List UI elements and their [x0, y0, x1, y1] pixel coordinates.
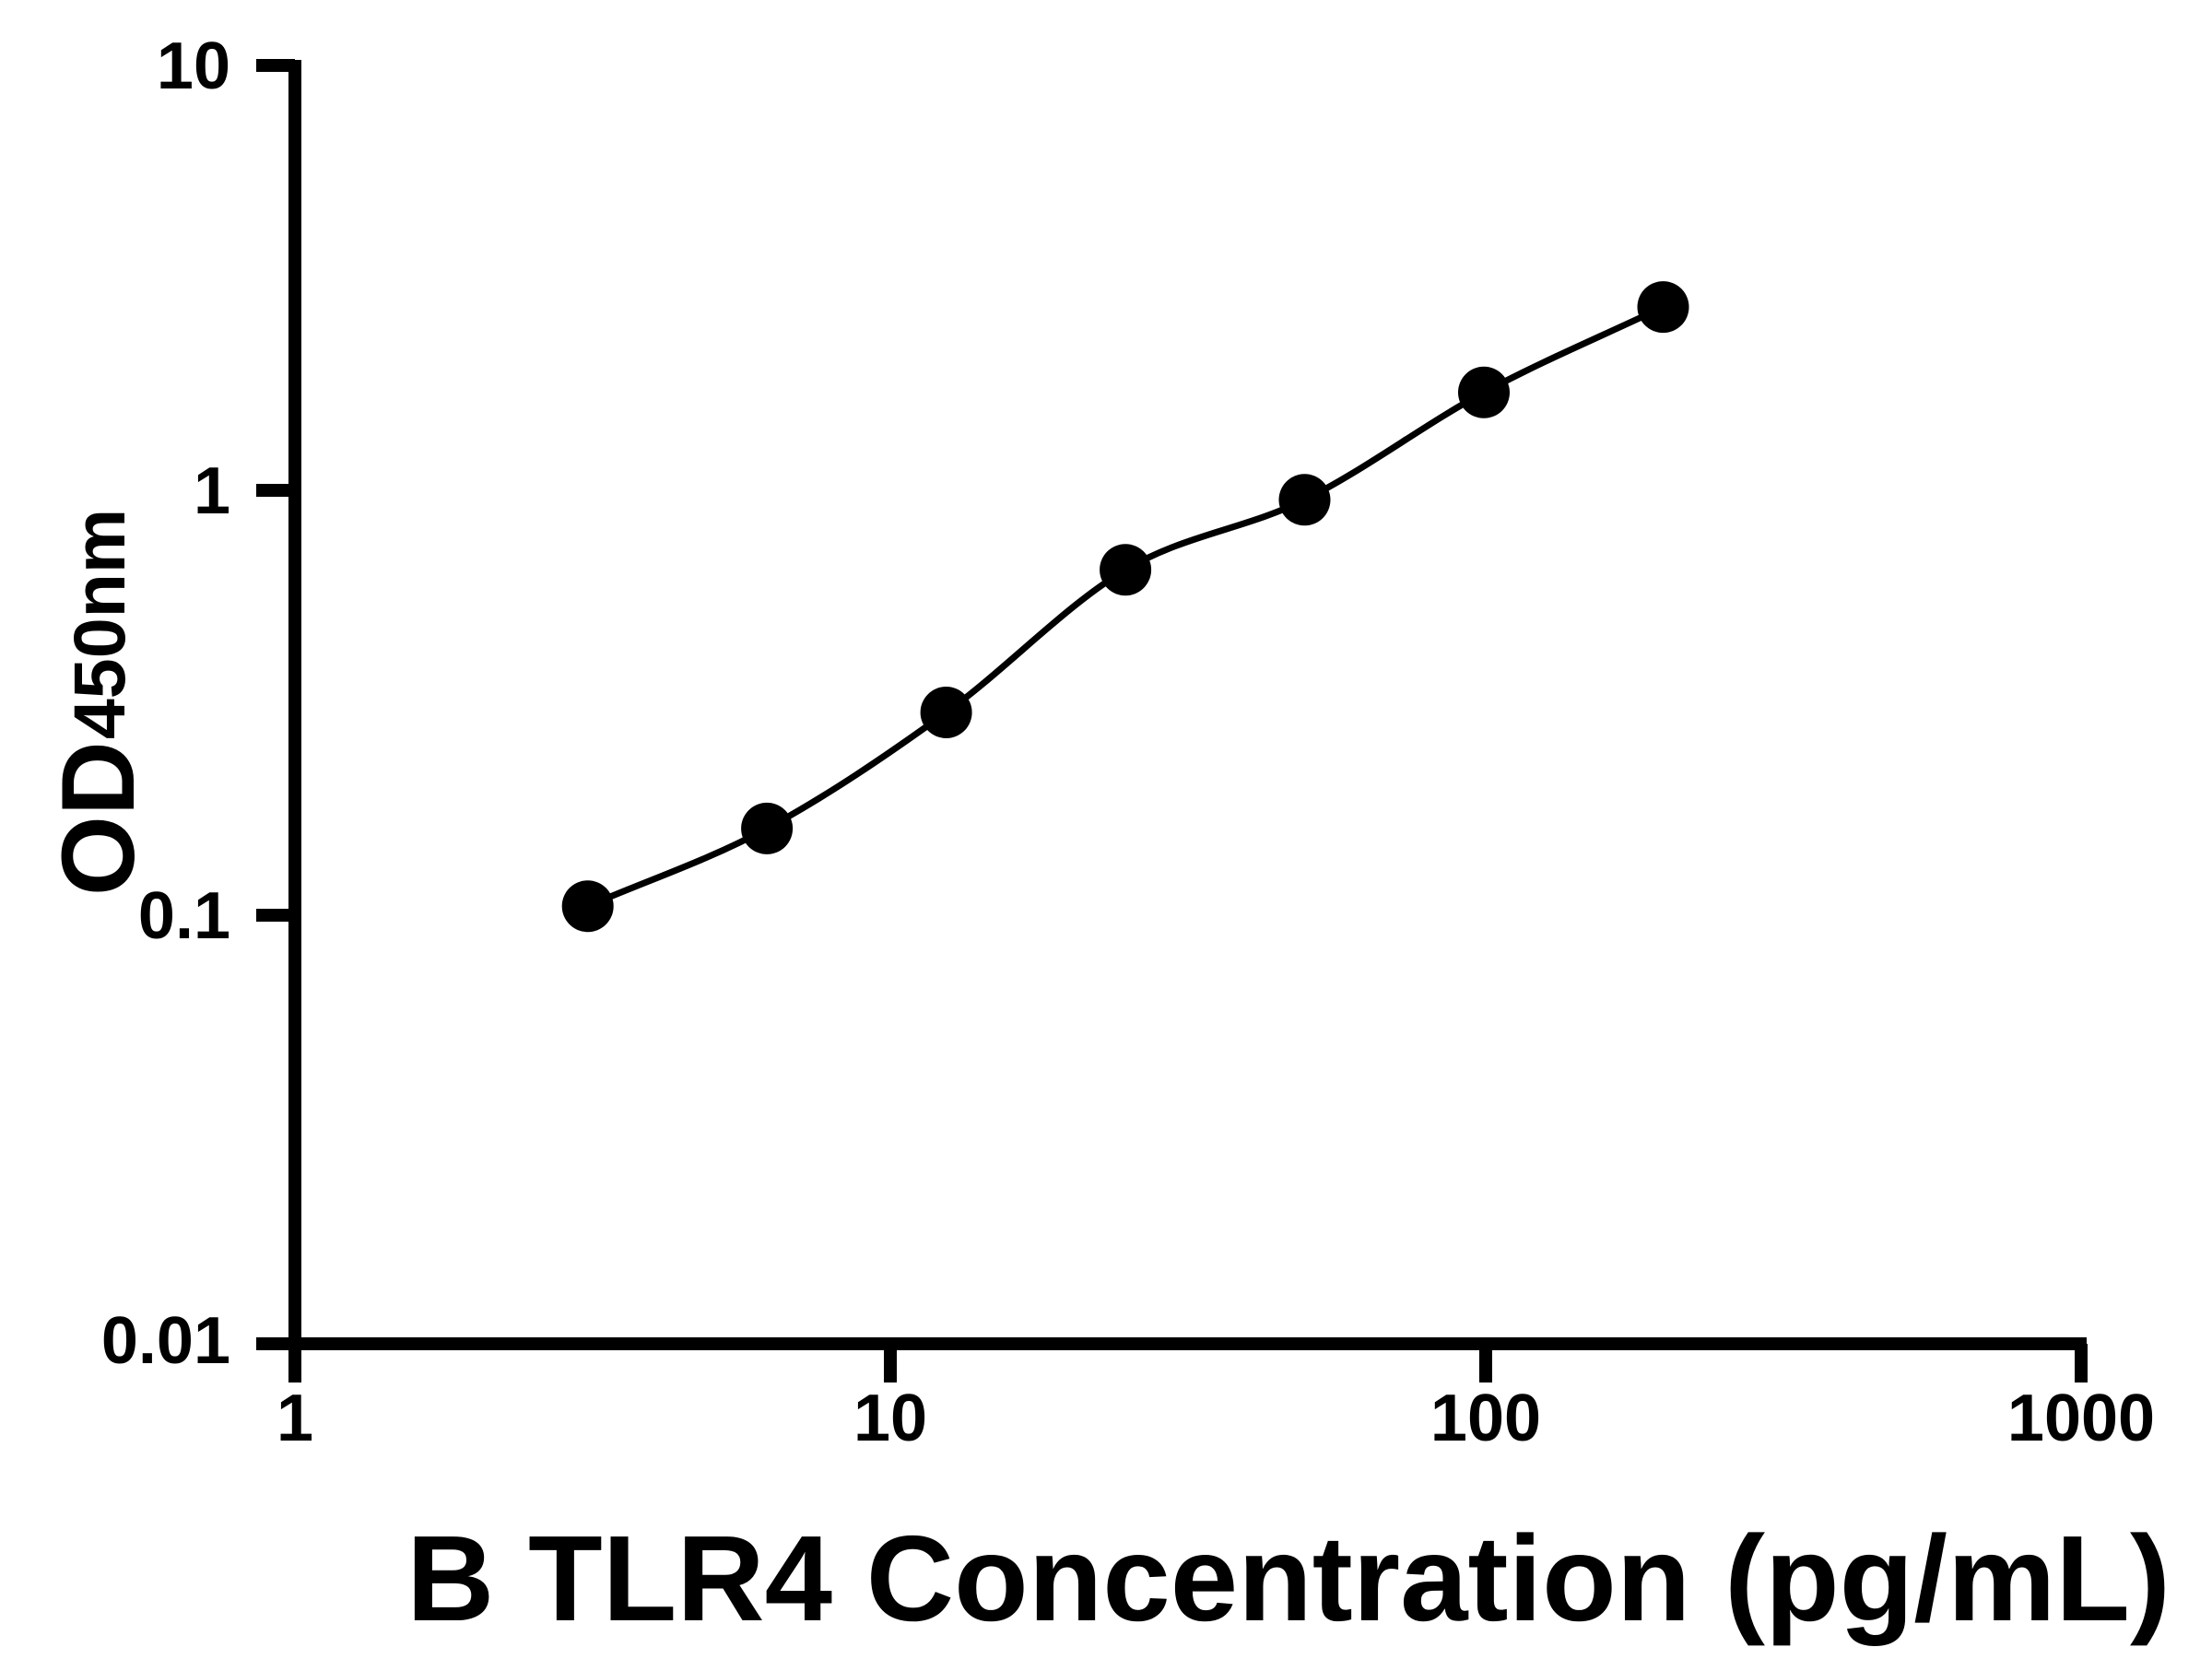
svg-text:1: 1	[276, 1382, 313, 1455]
svg-text:10: 10	[853, 1382, 927, 1455]
svg-text:10: 10	[157, 29, 230, 103]
svg-text:OD450nm: OD450nm	[41, 509, 156, 896]
svg-text:1: 1	[194, 454, 230, 528]
svg-text:B TLR4 Concentration (pg/mL): B TLR4 Concentration (pg/mL)	[406, 1511, 2171, 1646]
svg-text:1000: 1000	[2007, 1382, 2155, 1455]
svg-text:100: 100	[1430, 1382, 1541, 1455]
svg-text:0.01: 0.01	[101, 1304, 230, 1378]
